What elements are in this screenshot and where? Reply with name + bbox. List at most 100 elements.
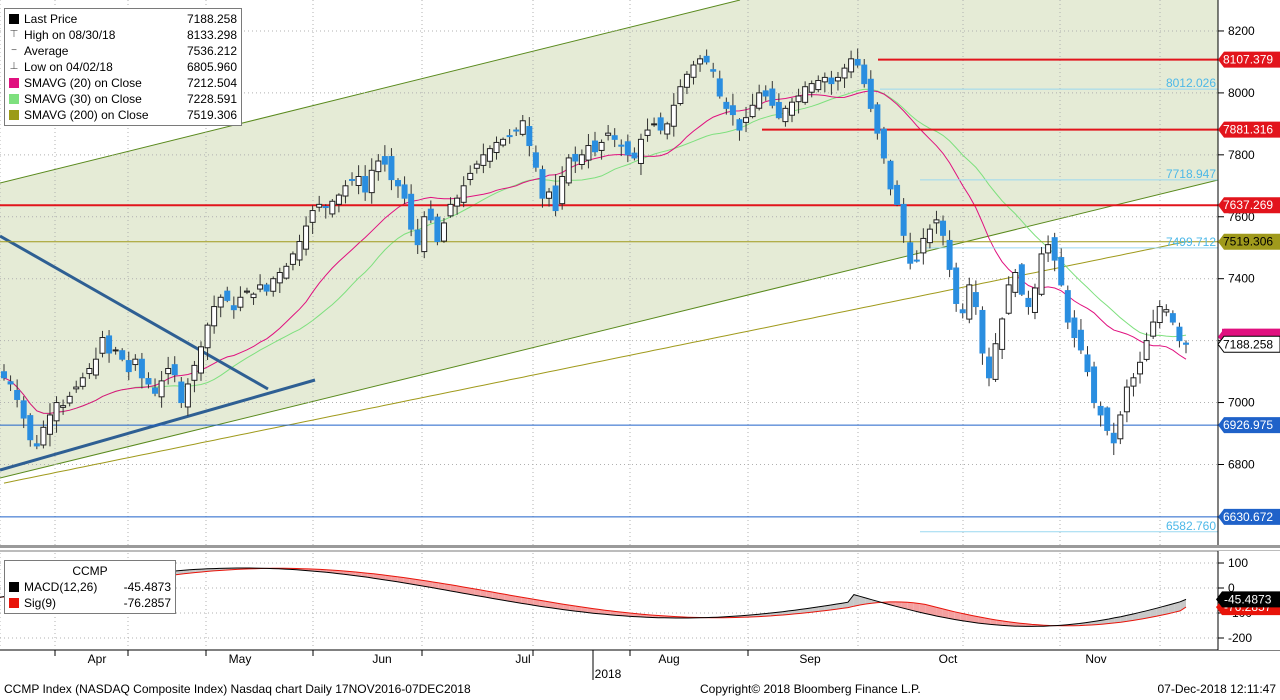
- candle-body: [775, 101, 782, 119]
- candle-body: [362, 176, 369, 193]
- candle-body: [447, 203, 454, 217]
- legend-value: -45.4873: [123, 580, 171, 594]
- legend-swatch: [9, 14, 19, 24]
- macd-fill: [379, 574, 386, 580]
- candle-body: [263, 284, 270, 292]
- candle-body: [283, 265, 290, 279]
- footer-timestamp: 07-Dec-2018 12:11:47: [1157, 682, 1276, 696]
- candle-body: [86, 367, 93, 375]
- candle-body: [368, 169, 375, 194]
- candle-body: [611, 135, 618, 140]
- macd-fill: [824, 605, 831, 611]
- candle-body: [986, 356, 992, 379]
- candle-body: [559, 176, 566, 205]
- candle-body: [132, 358, 139, 366]
- candle-body: [795, 95, 802, 103]
- candle-body: [959, 309, 966, 314]
- candle-body: [631, 152, 638, 159]
- candle-body: [322, 206, 329, 209]
- candle-body: [894, 184, 901, 205]
- level-tag-shape: [1222, 328, 1280, 337]
- candle-body: [434, 216, 441, 243]
- legend-item: − Average 7536.212: [9, 43, 237, 59]
- candle-body: [493, 141, 500, 153]
- candle-body: [637, 138, 644, 164]
- macd-fill: [919, 603, 926, 614]
- macd-fill: [563, 604, 570, 611]
- level-tag-label: 7188.258: [1223, 337, 1273, 351]
- candle-body: [421, 216, 428, 253]
- level-label: 8012.026: [1166, 76, 1216, 90]
- legend-value: 7188.258: [186, 12, 237, 26]
- macd-fill: [960, 613, 967, 622]
- macd-fill: [966, 614, 973, 623]
- candle-body: [972, 292, 979, 308]
- candle-body: [1176, 326, 1183, 342]
- candle-body: [414, 229, 421, 246]
- candle-body: [513, 129, 520, 132]
- macd-fill: [972, 615, 979, 624]
- level-label: 7718.947: [1166, 167, 1216, 181]
- x-axis-month-label: Apr: [88, 652, 107, 666]
- macd-fill: [806, 607, 813, 613]
- macd-fill: [545, 601, 552, 608]
- candle-body: [1123, 386, 1130, 413]
- candle-body: [999, 318, 1006, 350]
- smavg-200-line: [3, 241, 1187, 484]
- macd-fill: [616, 611, 623, 616]
- candle-body: [486, 148, 493, 162]
- macd-fill: [1114, 616, 1121, 623]
- candle-body: [1137, 361, 1144, 375]
- candle-body: [106, 335, 113, 354]
- candle-body: [1077, 329, 1084, 351]
- level-tag: 7637.269: [1218, 197, 1280, 214]
- candle-body: [296, 241, 303, 261]
- macd-fill: [361, 572, 368, 578]
- candle-body: [1018, 264, 1025, 295]
- candle-body: [460, 185, 467, 203]
- candle-body: [119, 350, 126, 360]
- macd-fill: [504, 594, 510, 602]
- candle-body: [480, 154, 487, 166]
- candle-body: [211, 306, 218, 327]
- macd-fill: [848, 594, 854, 608]
- macd-fill: [800, 608, 807, 614]
- macd-fill: [948, 610, 955, 620]
- candle-body: [66, 395, 73, 404]
- level-tag-label: 8107.379: [1223, 53, 1273, 67]
- candle-body: [1025, 297, 1032, 308]
- legend-swatch: −: [11, 45, 17, 56]
- candle-body: [138, 358, 145, 379]
- legend-item: SMAVG (30) on Close 7228.591: [9, 91, 237, 107]
- candle-body: [7, 381, 14, 385]
- macd-fill: [598, 609, 605, 615]
- candle-body: [79, 377, 86, 387]
- legend-value: 7212.504: [186, 76, 237, 90]
- macd-fill: [438, 582, 445, 590]
- macd-fill: [812, 606, 819, 613]
- candle-body: [808, 83, 815, 93]
- candle-body: [1005, 284, 1012, 314]
- macd-fill: [444, 583, 451, 591]
- level-tag: 7188.258: [1217, 335, 1280, 353]
- level-tag-shape: [1218, 233, 1280, 250]
- macd-fill: [456, 585, 463, 594]
- candle-body: [664, 123, 671, 135]
- macd-fill: [1126, 614, 1133, 622]
- macd-fill: [889, 601, 896, 607]
- legend-label: Average: [24, 44, 69, 58]
- legend-value: 8133.298: [186, 28, 237, 42]
- legend-swatch: [9, 582, 19, 592]
- level-tag-shape: [1218, 197, 1280, 214]
- candle-body: [270, 278, 277, 292]
- candle-body: [309, 210, 316, 223]
- macd-fill: [177, 570, 184, 575]
- candle-body: [651, 123, 658, 126]
- macd-fill: [385, 575, 392, 581]
- candle-body: [841, 67, 848, 79]
- candle-body: [237, 296, 244, 308]
- macd-fill: [432, 582, 439, 589]
- candle-body: [854, 58, 861, 66]
- macd-fill: [1132, 612, 1139, 621]
